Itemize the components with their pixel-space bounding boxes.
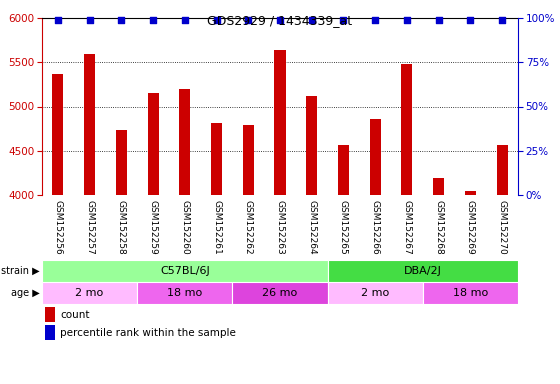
- Point: [339, 17, 348, 23]
- Text: GSM152257: GSM152257: [85, 200, 94, 255]
- Bar: [370, 119, 381, 384]
- Bar: [42, 282, 137, 304]
- Point: [53, 17, 62, 23]
- Bar: [274, 50, 286, 384]
- Bar: [211, 123, 222, 384]
- Bar: [402, 64, 413, 384]
- Point: [307, 17, 316, 23]
- Text: 2 mo: 2 mo: [76, 288, 104, 298]
- Text: GSM152269: GSM152269: [466, 200, 475, 255]
- Text: 18 mo: 18 mo: [453, 288, 488, 298]
- Bar: [423, 282, 518, 304]
- Bar: [45, 325, 55, 340]
- Bar: [497, 146, 508, 384]
- Bar: [338, 144, 349, 384]
- Bar: [42, 260, 328, 282]
- Text: GSM152266: GSM152266: [371, 200, 380, 255]
- Text: strain ▶: strain ▶: [1, 266, 40, 276]
- Point: [212, 17, 221, 23]
- Bar: [433, 178, 444, 384]
- Point: [117, 17, 126, 23]
- Point: [434, 17, 443, 23]
- Bar: [328, 282, 423, 304]
- Text: count: count: [60, 310, 90, 319]
- Text: GSM152268: GSM152268: [434, 200, 443, 255]
- Text: GDS2929 / 1434339_at: GDS2929 / 1434339_at: [207, 14, 353, 27]
- Text: DBA/2J: DBA/2J: [404, 266, 442, 276]
- Text: GSM152263: GSM152263: [276, 200, 284, 255]
- Text: GSM152267: GSM152267: [403, 200, 412, 255]
- Point: [466, 17, 475, 23]
- Text: 18 mo: 18 mo: [167, 288, 202, 298]
- Text: 26 mo: 26 mo: [263, 288, 297, 298]
- Text: GSM152262: GSM152262: [244, 200, 253, 255]
- Text: GSM152259: GSM152259: [148, 200, 157, 255]
- Bar: [306, 96, 318, 384]
- Point: [371, 17, 380, 23]
- Bar: [45, 308, 55, 322]
- Text: GSM152258: GSM152258: [117, 200, 126, 255]
- Point: [244, 17, 253, 23]
- Text: GSM152261: GSM152261: [212, 200, 221, 255]
- Bar: [147, 93, 158, 384]
- Bar: [232, 282, 328, 304]
- Text: C57BL/6J: C57BL/6J: [160, 266, 209, 276]
- Text: GSM152256: GSM152256: [53, 200, 62, 255]
- Point: [85, 17, 94, 23]
- Text: GSM152265: GSM152265: [339, 200, 348, 255]
- Text: GSM152264: GSM152264: [307, 200, 316, 255]
- Point: [403, 17, 412, 23]
- Point: [148, 17, 157, 23]
- Bar: [328, 260, 518, 282]
- Bar: [242, 125, 254, 384]
- Bar: [84, 54, 95, 384]
- Bar: [116, 129, 127, 384]
- Text: GSM152270: GSM152270: [498, 200, 507, 255]
- Point: [498, 17, 507, 23]
- Bar: [465, 192, 476, 384]
- Bar: [52, 74, 63, 384]
- Point: [180, 17, 189, 23]
- Bar: [179, 89, 190, 384]
- Bar: [137, 282, 232, 304]
- Text: GSM152260: GSM152260: [180, 200, 189, 255]
- Text: 2 mo: 2 mo: [361, 288, 389, 298]
- Text: age ▶: age ▶: [11, 288, 40, 298]
- Point: [276, 17, 284, 23]
- Text: percentile rank within the sample: percentile rank within the sample: [60, 328, 236, 338]
